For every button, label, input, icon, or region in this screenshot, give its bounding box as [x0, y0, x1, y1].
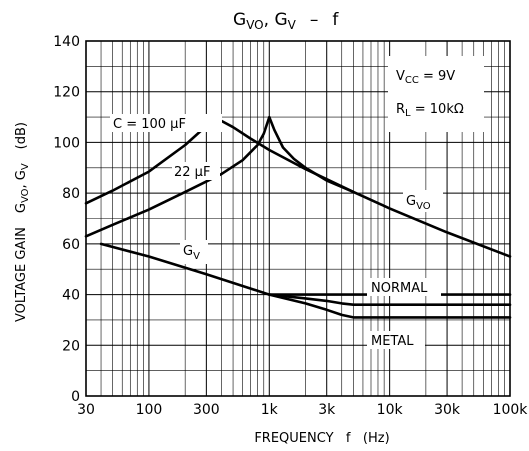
chart-title: GVO, GV – f	[233, 10, 339, 32]
y-tick-label: 0	[71, 389, 80, 405]
plot-frame	[85, 40, 511, 397]
series-line-gvo_22uF	[84, 115, 355, 238]
series-line-gvo_100uF	[84, 115, 512, 258]
metal-label: METAL	[371, 334, 414, 349]
series-line-gv_metal	[267, 293, 512, 319]
x-tick-label: 1k	[261, 402, 279, 418]
y-tick-label: 120	[53, 85, 80, 101]
c22-label-bg	[172, 162, 220, 180]
gvo-label: GVO	[406, 194, 431, 212]
normal-label-bg	[367, 278, 441, 296]
y-tick-label: 100	[53, 135, 80, 151]
x-tick-label: 10k	[377, 402, 404, 418]
chart-curves	[84, 115, 512, 319]
gvo-label-bg	[403, 190, 443, 212]
tick-labels: 30 100 300 1k 3k 10k 30k 100k 0 20 40 60 80 100 120 140	[53, 34, 528, 418]
conditions-box	[388, 56, 484, 132]
x-tick-label: 30	[77, 402, 95, 418]
c100-label-bg	[110, 114, 222, 132]
metal-label-bg	[367, 331, 425, 349]
c100-label: C = 100 μF	[113, 117, 186, 132]
x-axis-label: FREQUENCY f (Hz)	[254, 431, 389, 446]
vcc-condition: VCC = 9V	[396, 69, 455, 86]
c22-label: 22 μF	[174, 165, 210, 180]
series-line-gv_normal	[267, 293, 512, 307]
x-tick-label: 30k	[434, 402, 461, 418]
y-tick-label: 140	[53, 34, 80, 50]
y-tick-label: 20	[62, 338, 80, 354]
gv-label-bg	[180, 240, 208, 264]
x-tick-label: 100k	[493, 402, 529, 418]
y-tick-label: 40	[62, 288, 80, 304]
y-tick-label: 60	[62, 237, 80, 253]
x-tick-label: 100	[136, 402, 163, 418]
y-axis-label: VOLTAGE GAINGVO, GV(dB)	[14, 122, 31, 322]
y-tick-label: 80	[62, 186, 80, 202]
x-tick-label: 300	[193, 402, 220, 418]
rl-condition: RL = 10kΩ	[396, 102, 464, 119]
x-tick-label: 3k	[318, 402, 336, 418]
gv-label: GV	[183, 244, 200, 262]
normal-label: NORMAL	[371, 281, 428, 296]
